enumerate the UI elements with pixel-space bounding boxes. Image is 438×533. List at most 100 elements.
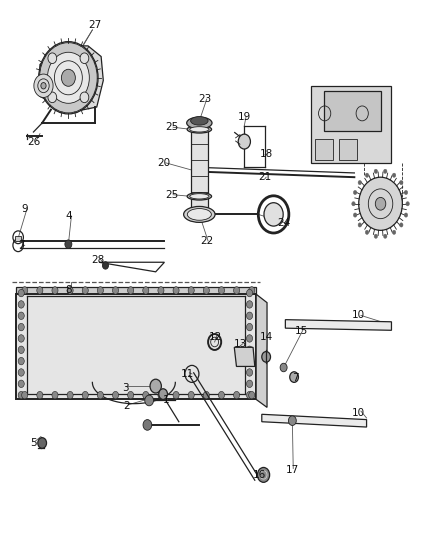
Text: 14: 14 xyxy=(260,332,273,342)
Circle shape xyxy=(102,262,109,269)
Circle shape xyxy=(159,389,167,399)
Text: 12: 12 xyxy=(209,332,222,342)
Circle shape xyxy=(399,181,403,185)
Circle shape xyxy=(21,287,28,294)
Bar xyxy=(315,139,332,160)
Circle shape xyxy=(143,391,149,399)
Circle shape xyxy=(374,234,378,238)
Text: 10: 10 xyxy=(352,408,365,418)
Circle shape xyxy=(127,391,134,399)
Circle shape xyxy=(188,391,194,399)
Circle shape xyxy=(18,369,24,376)
Circle shape xyxy=(188,287,194,294)
Circle shape xyxy=(375,197,386,210)
Circle shape xyxy=(61,69,75,86)
Circle shape xyxy=(145,395,153,406)
Circle shape xyxy=(247,380,253,387)
Circle shape xyxy=(18,289,24,297)
Circle shape xyxy=(219,287,225,294)
Text: 5: 5 xyxy=(30,438,37,448)
Circle shape xyxy=(365,173,369,177)
Circle shape xyxy=(18,324,24,331)
Text: 16: 16 xyxy=(253,470,266,480)
Circle shape xyxy=(247,358,253,365)
Circle shape xyxy=(219,391,225,399)
Circle shape xyxy=(97,287,103,294)
Circle shape xyxy=(97,391,103,399)
Text: 20: 20 xyxy=(157,158,170,168)
Ellipse shape xyxy=(187,192,212,200)
Circle shape xyxy=(406,201,410,206)
Circle shape xyxy=(80,92,89,103)
Ellipse shape xyxy=(190,193,209,199)
Ellipse shape xyxy=(190,127,209,132)
Circle shape xyxy=(48,53,57,63)
Circle shape xyxy=(249,287,255,294)
Text: 3: 3 xyxy=(122,383,128,393)
Text: 11: 11 xyxy=(181,369,194,379)
Circle shape xyxy=(365,230,369,235)
Circle shape xyxy=(173,287,179,294)
Circle shape xyxy=(264,203,283,226)
Circle shape xyxy=(158,287,164,294)
Circle shape xyxy=(247,324,253,331)
Ellipse shape xyxy=(184,206,215,222)
Circle shape xyxy=(247,346,253,353)
Circle shape xyxy=(353,190,357,195)
Ellipse shape xyxy=(187,208,212,220)
Circle shape xyxy=(173,391,179,399)
Text: 4: 4 xyxy=(65,211,72,221)
Circle shape xyxy=(18,346,24,353)
Circle shape xyxy=(280,364,287,372)
Circle shape xyxy=(82,391,88,399)
Circle shape xyxy=(258,467,270,482)
Circle shape xyxy=(384,234,387,238)
Ellipse shape xyxy=(191,117,208,125)
Circle shape xyxy=(404,190,408,195)
Text: 25: 25 xyxy=(165,190,178,200)
Circle shape xyxy=(143,287,149,294)
Text: 26: 26 xyxy=(27,136,40,147)
Text: 9: 9 xyxy=(21,204,28,214)
Polygon shape xyxy=(286,320,392,330)
Circle shape xyxy=(359,177,403,230)
Circle shape xyxy=(158,391,164,399)
Text: 21: 21 xyxy=(258,172,272,182)
Circle shape xyxy=(37,391,43,399)
Circle shape xyxy=(82,287,88,294)
Circle shape xyxy=(203,287,209,294)
Circle shape xyxy=(233,287,240,294)
Circle shape xyxy=(404,213,408,217)
Text: 18: 18 xyxy=(260,149,273,159)
Circle shape xyxy=(392,173,396,177)
Text: 15: 15 xyxy=(294,326,308,336)
Text: 10: 10 xyxy=(352,310,365,320)
Circle shape xyxy=(262,352,271,362)
Circle shape xyxy=(47,52,89,103)
Polygon shape xyxy=(262,414,367,427)
Circle shape xyxy=(38,438,46,448)
Circle shape xyxy=(238,134,251,149)
Bar xyxy=(191,127,208,211)
Text: 7: 7 xyxy=(18,240,25,250)
Circle shape xyxy=(249,391,255,399)
Text: 1: 1 xyxy=(162,395,169,406)
Text: 7: 7 xyxy=(292,373,299,383)
Circle shape xyxy=(37,287,43,294)
Circle shape xyxy=(48,92,57,103)
Circle shape xyxy=(150,379,161,393)
Circle shape xyxy=(392,230,396,235)
Circle shape xyxy=(80,53,89,63)
Polygon shape xyxy=(40,46,103,112)
Ellipse shape xyxy=(187,126,212,133)
Circle shape xyxy=(113,287,119,294)
Circle shape xyxy=(247,301,253,308)
Circle shape xyxy=(18,391,24,399)
Circle shape xyxy=(65,240,72,248)
Circle shape xyxy=(39,42,98,114)
Circle shape xyxy=(233,391,240,399)
Text: 2: 2 xyxy=(123,401,130,411)
Polygon shape xyxy=(16,294,256,399)
Circle shape xyxy=(399,223,403,227)
Circle shape xyxy=(374,169,378,173)
